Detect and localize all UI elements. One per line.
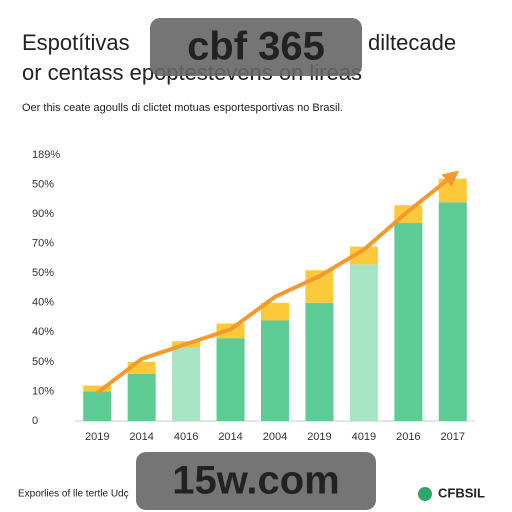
overlay-text: cbf 365 [187, 25, 325, 69]
chart-title: diltecade [368, 30, 456, 55]
y-tick-label: 0 [32, 415, 38, 427]
trend-line [96, 170, 460, 395]
chart-subtitle: Oer this ceate agoulls di clictet motuas… [22, 102, 343, 114]
bar-segment [394, 222, 423, 421]
y-tick-label: 50% [32, 356, 54, 368]
x-tick-label: 2014 [218, 431, 242, 443]
x-tick-label: 4016 [174, 431, 198, 443]
y-tick-label: 189% [32, 149, 60, 161]
y-tick-label: 90% [32, 208, 54, 220]
overlay-text: 15w.com [172, 459, 339, 503]
x-tick-label: 4019 [352, 431, 376, 443]
bar-segment [83, 385, 112, 392]
bar-segment [261, 302, 289, 321]
bar-segment [349, 264, 378, 421]
bar-segment [216, 338, 245, 421]
overlay-badge [150, 18, 362, 76]
overlay-badge [136, 452, 376, 510]
footer-text: Exporlies of lle tertle Udç [18, 489, 129, 500]
bar-segment [305, 302, 334, 421]
bar-segment [438, 202, 467, 421]
footer-logo: CFBSIL [438, 485, 485, 500]
bar-segment [172, 347, 201, 421]
x-tick-label: 2004 [263, 431, 287, 443]
x-tick-label: 2017 [441, 431, 465, 443]
x-tick-label: 2016 [396, 431, 420, 443]
x-tick-label: 2019 [307, 431, 331, 443]
y-tick-label: 40% [32, 297, 54, 309]
bar-segment [127, 361, 156, 374]
bar-segment [83, 391, 112, 421]
x-tick-label: 2019 [85, 431, 109, 443]
logo-icon [418, 487, 432, 501]
y-tick-label: 40% [32, 326, 54, 338]
y-tick-label: 50% [32, 178, 54, 190]
plot-area: 0 10% 50% 40% 40% 50% 70% 90% 50% 189% 2019 2014 401… [32, 149, 475, 443]
y-tick-label: 70% [32, 238, 54, 250]
y-tick-label: 10% [32, 385, 54, 397]
bar-segment [261, 320, 289, 421]
chart-title: Espotítivas [22, 30, 130, 55]
x-tick-label: 2014 [129, 431, 153, 443]
bar-segment [349, 246, 378, 265]
bar-segment [127, 373, 156, 421]
y-tick-label: 50% [32, 267, 54, 279]
